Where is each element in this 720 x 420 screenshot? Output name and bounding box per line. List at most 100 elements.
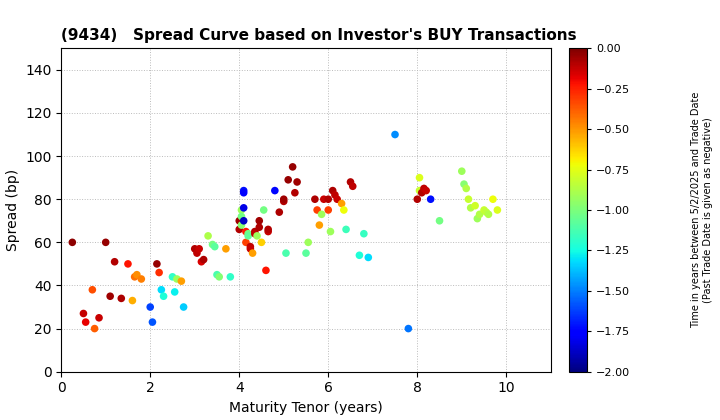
Point [104, 293, 116, 299]
Point [363, 254, 374, 261]
Point [238, 187, 249, 194]
Point [358, 230, 369, 237]
Point [287, 163, 298, 170]
Point [311, 207, 323, 213]
Point [256, 239, 267, 246]
Point [196, 258, 207, 265]
Point [390, 131, 401, 138]
Point [245, 245, 256, 252]
Point [147, 319, 158, 326]
Point [354, 252, 365, 259]
Point [225, 273, 236, 280]
Point [433, 218, 445, 224]
Point [253, 218, 265, 224]
Point [258, 207, 269, 213]
Point [278, 196, 289, 202]
Point [249, 228, 261, 235]
Point [465, 205, 477, 211]
Point [89, 325, 100, 332]
Point [156, 286, 167, 293]
Point [235, 207, 247, 213]
Point [211, 271, 222, 278]
Point [238, 218, 249, 224]
Point [492, 207, 503, 213]
Point [402, 325, 414, 332]
Point [240, 228, 252, 235]
Point [240, 239, 252, 246]
Point [478, 207, 490, 213]
Point [336, 200, 347, 207]
Point [198, 256, 210, 263]
Point [178, 304, 189, 310]
Text: (9434)   Spread Curve based on Investor's BUY Transactions: (9434) Spread Curve based on Investor's … [61, 28, 577, 43]
Point [247, 250, 258, 257]
Point [66, 239, 78, 246]
Point [115, 295, 127, 302]
Point [189, 245, 200, 252]
Point [78, 310, 89, 317]
Point [260, 267, 271, 274]
Point [207, 241, 218, 248]
Point [458, 181, 469, 187]
Point [474, 211, 485, 218]
Point [323, 207, 334, 213]
Point [318, 196, 330, 202]
Point [463, 196, 474, 202]
Point [233, 218, 245, 224]
Point [314, 222, 325, 228]
Point [278, 198, 289, 205]
Point [171, 276, 183, 282]
Point [235, 213, 247, 220]
Point [100, 239, 112, 246]
Point [80, 319, 91, 326]
Point [158, 293, 169, 299]
X-axis label: Maturity Tenor (years): Maturity Tenor (years) [229, 401, 383, 415]
Point [414, 187, 426, 194]
Point [86, 286, 98, 293]
Point [323, 196, 334, 202]
Point [341, 226, 352, 233]
Y-axis label: Time in years between 5/2/2025 and Trade Date
(Past Trade Date is given as negat: Time in years between 5/2/2025 and Trade… [691, 92, 713, 328]
Point [135, 276, 147, 282]
Point [109, 258, 120, 265]
Point [94, 315, 105, 321]
Point [251, 233, 263, 239]
Point [472, 215, 483, 222]
Point [209, 243, 220, 250]
Point [338, 207, 350, 213]
Point [238, 205, 249, 211]
Point [412, 196, 423, 202]
Point [289, 189, 301, 196]
Point [243, 233, 254, 239]
Point [414, 174, 426, 181]
Point [469, 202, 481, 209]
Point [292, 178, 303, 185]
Point [325, 228, 336, 235]
Point [233, 226, 245, 233]
Point [300, 250, 312, 257]
Point [145, 304, 156, 310]
Point [345, 178, 356, 185]
Point [425, 196, 436, 202]
Point [169, 289, 181, 295]
Point [331, 196, 343, 202]
Point [420, 187, 432, 194]
Y-axis label: Spread (bp): Spread (bp) [6, 169, 19, 251]
Point [487, 196, 499, 202]
Point [416, 189, 428, 196]
Point [309, 196, 320, 202]
Point [347, 183, 359, 190]
Point [127, 297, 138, 304]
Point [243, 230, 254, 237]
Point [316, 211, 328, 218]
Point [269, 187, 281, 194]
Point [176, 278, 187, 284]
Point [202, 233, 214, 239]
Point [167, 273, 179, 280]
Point [262, 226, 274, 233]
Point [327, 187, 338, 194]
Point [249, 230, 261, 237]
Point [274, 209, 285, 215]
Point [238, 189, 249, 196]
Point [280, 250, 292, 257]
